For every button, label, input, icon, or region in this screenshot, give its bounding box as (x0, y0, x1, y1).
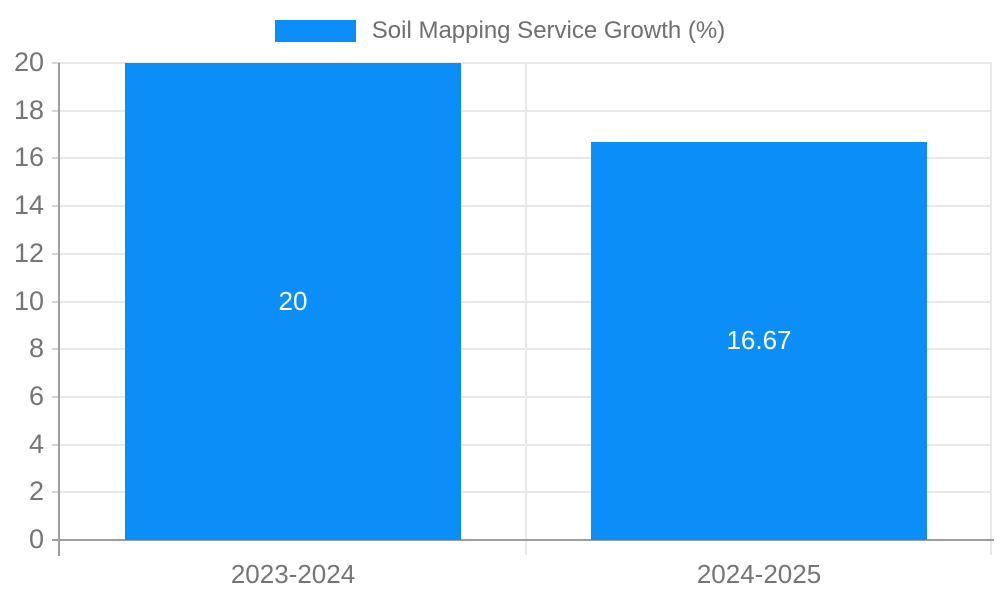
legend-label: Soil Mapping Service Growth (%) (371, 17, 726, 44)
y-tick-label: 18 (13, 94, 44, 125)
y-axis-tick (52, 395, 60, 398)
plot-right-border (990, 63, 992, 555)
y-tick-label: 4 (28, 428, 44, 459)
gridline-vertical (525, 63, 527, 555)
y-axis-tick (52, 109, 60, 112)
y-tick-label: 16 (13, 142, 44, 173)
y-tick-label: 6 (28, 380, 44, 411)
y-axis-tick (52, 300, 60, 303)
bar-value-label: 16.67 (726, 325, 792, 356)
y-tick-label: 12 (13, 237, 44, 268)
y-axis-tick (52, 205, 60, 208)
plot-area: 20 16.67 (52, 62, 994, 556)
x-category-label: 2024-2025 (696, 559, 822, 589)
y-tick-label: 10 (13, 285, 44, 316)
legend-item[interactable]: Soil Mapping Service Growth (%) (274, 17, 726, 45)
y-axis-tick (52, 443, 60, 446)
x-axis-line (52, 539, 994, 541)
y-tick-label: 0 (28, 523, 44, 554)
y-axis-tick (52, 62, 60, 64)
y-tick-label: 14 (13, 189, 44, 220)
legend: Soil Mapping Service Growth (%) (0, 17, 1000, 45)
y-axis-tick (52, 157, 60, 160)
x-category-label: 2023-2024 (230, 559, 356, 589)
legend-swatch (274, 20, 356, 42)
bar-value-label: 20 (278, 285, 308, 316)
bar[interactable]: 20 (125, 63, 461, 540)
y-tick-label: 2 (28, 476, 44, 507)
y-axis-tick (52, 491, 60, 494)
y-axis-tick (52, 348, 60, 351)
y-tick-label: 20 (13, 46, 44, 77)
y-axis-tick (52, 252, 60, 255)
y-axis-line (58, 63, 60, 556)
y-tick-label: 8 (28, 333, 44, 364)
bar[interactable]: 16.67 (591, 142, 927, 540)
